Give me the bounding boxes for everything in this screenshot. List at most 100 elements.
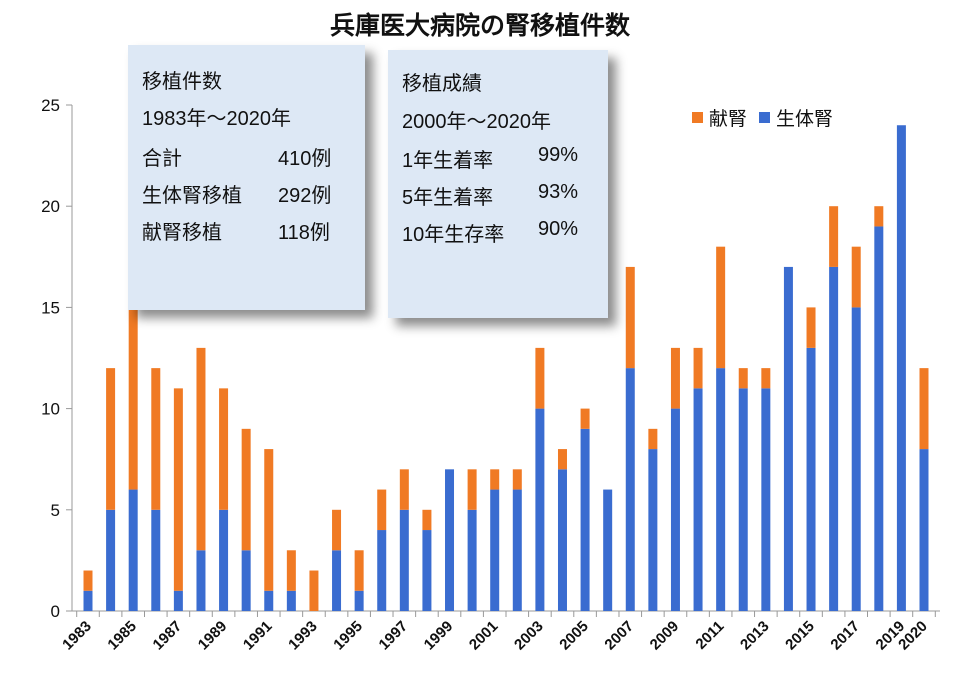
bar-deceased-1993 <box>309 570 319 611</box>
bar-deceased-1994 <box>332 509 342 551</box>
y-tick-label: 20 <box>41 197 60 216</box>
x-tick-label: 2005 <box>556 618 592 654</box>
bar-deceased-1987 <box>173 388 183 591</box>
box2-row-label: 1年生着率 <box>402 150 494 172</box>
box1-period: 1983年〜2020年 <box>142 108 291 130</box>
x-tick-label: 1983 <box>59 618 95 654</box>
bar-deceased-1997 <box>399 469 409 510</box>
bar-deceased-2001 <box>490 469 500 490</box>
x-tick-label: 2017 <box>827 618 863 654</box>
bar-deceased-2005 <box>580 408 590 429</box>
x-tick-label: 1995 <box>330 618 366 654</box>
bar-living-2018 <box>874 226 884 611</box>
x-tick-label: 1993 <box>285 618 321 654</box>
bar-deceased-1998 <box>422 509 432 531</box>
x-tick-label: 2011 <box>692 618 727 653</box>
bar-living-1990 <box>241 550 251 611</box>
bar-deceased-2013 <box>761 368 771 389</box>
bar-living-1998 <box>422 530 432 611</box>
x-tick-label: 2007 <box>601 618 637 654</box>
bar-deceased-1995 <box>354 550 364 591</box>
bar-living-1991 <box>264 590 274 611</box>
bar-deceased-2009 <box>670 347 680 409</box>
bar-deceased-2017 <box>851 246 861 308</box>
bar-deceased-1996 <box>377 489 387 531</box>
box1-row-label: 合計 <box>142 148 182 170</box>
bar-deceased-2010 <box>693 347 703 389</box>
bar-deceased-2018 <box>874 206 884 227</box>
bar-deceased-1984 <box>106 368 116 510</box>
x-tick-label: 1997 <box>376 618 412 654</box>
bar-living-1992 <box>286 590 296 611</box>
bar-living-2002 <box>512 489 522 611</box>
y-tick-label: 5 <box>51 501 60 520</box>
x-tick-label: 2009 <box>647 618 683 654</box>
x-tick-label: 1987 <box>150 618 186 654</box>
bar-living-2013 <box>761 388 771 611</box>
legend-label-deceased: 献腎 <box>709 109 748 130</box>
bar-living-1986 <box>151 509 161 611</box>
bar-living-1984 <box>106 509 116 611</box>
bar-deceased-2004 <box>557 449 567 470</box>
bar-living-2007 <box>625 368 635 611</box>
box1-row-value: 118例 <box>278 222 330 244</box>
box1-row-value: 292例 <box>278 185 332 207</box>
bar-living-1994 <box>332 550 342 611</box>
bar-living-2005 <box>580 428 590 611</box>
bar-living-2015 <box>806 347 816 611</box>
bar-deceased-1992 <box>286 550 296 591</box>
box1-row-value: 410例 <box>278 148 332 170</box>
x-tick-label: 2001 <box>466 618 502 654</box>
box2-heading: 移植成績 <box>402 73 482 95</box>
bar-deceased-1990 <box>241 428 251 551</box>
bar-deceased-1988 <box>196 347 206 551</box>
bar-living-2012 <box>738 388 748 611</box>
box1-row-label: 生体腎移植 <box>142 185 242 207</box>
bar-deceased-1985 <box>128 287 138 490</box>
legend-swatch-deceased <box>692 112 703 123</box>
x-tick-label: 1991 <box>240 618 276 654</box>
bar-deceased-2008 <box>648 428 658 450</box>
bar-deceased-2002 <box>512 469 522 490</box>
x-tick-label: 1985 <box>104 618 140 654</box>
bar-living-1985 <box>128 489 138 611</box>
bar-deceased-2016 <box>829 206 839 267</box>
x-tick-label: 1999 <box>421 618 457 654</box>
bar-deceased-1983 <box>83 570 93 591</box>
transplant-count-box: 移植件数 1983年〜2020年 合計 410例 生体腎移植 292例 献腎移植… <box>128 45 365 310</box>
y-tick-label: 10 <box>41 400 60 419</box>
chart-title: 兵庫医大病院の腎移植件数 <box>329 12 630 40</box>
bar-living-2003 <box>535 408 545 611</box>
y-tick-label: 0 <box>51 602 60 621</box>
x-tick-label: 2003 <box>511 618 547 654</box>
bar-living-1996 <box>377 530 387 611</box>
bar-living-2009 <box>670 408 680 611</box>
bar-deceased-2000 <box>467 469 477 510</box>
bar-living-2006 <box>603 489 613 611</box>
y-tick-label: 15 <box>41 298 60 317</box>
bar-living-2001 <box>490 489 500 611</box>
bar-living-2011 <box>716 368 726 611</box>
bar-living-1989 <box>219 509 229 611</box>
bar-living-2017 <box>851 307 861 611</box>
transplant-outcome-box: 移植成績 2000年〜2020年 1年生着率 99% 5年生着率 93% 10年… <box>388 50 608 318</box>
bar-living-1983 <box>83 590 93 611</box>
bar-deceased-2003 <box>535 347 545 409</box>
bar-deceased-2007 <box>625 266 635 369</box>
bar-living-1988 <box>196 550 206 611</box>
box1-row-label: 献腎移植 <box>142 222 222 244</box>
box1-heading: 移植件数 <box>142 71 222 93</box>
box2-row-value: 99% <box>538 144 579 166</box>
box2-row-value: 93% <box>538 181 579 203</box>
bar-living-2016 <box>829 266 839 611</box>
legend-swatch-living <box>759 112 771 123</box>
bar-deceased-2015 <box>806 307 816 348</box>
box2-row-label: 5年生着率 <box>402 187 494 209</box>
bar-living-1995 <box>354 590 364 611</box>
bar-deceased-2011 <box>716 246 726 369</box>
bar-living-2008 <box>648 449 658 611</box>
x-tick-label: 2013 <box>737 618 773 654</box>
bar-deceased-1989 <box>219 388 229 510</box>
legend: 献腎 生体腎 <box>692 104 833 131</box>
box2-row-value: 90% <box>538 218 579 240</box>
